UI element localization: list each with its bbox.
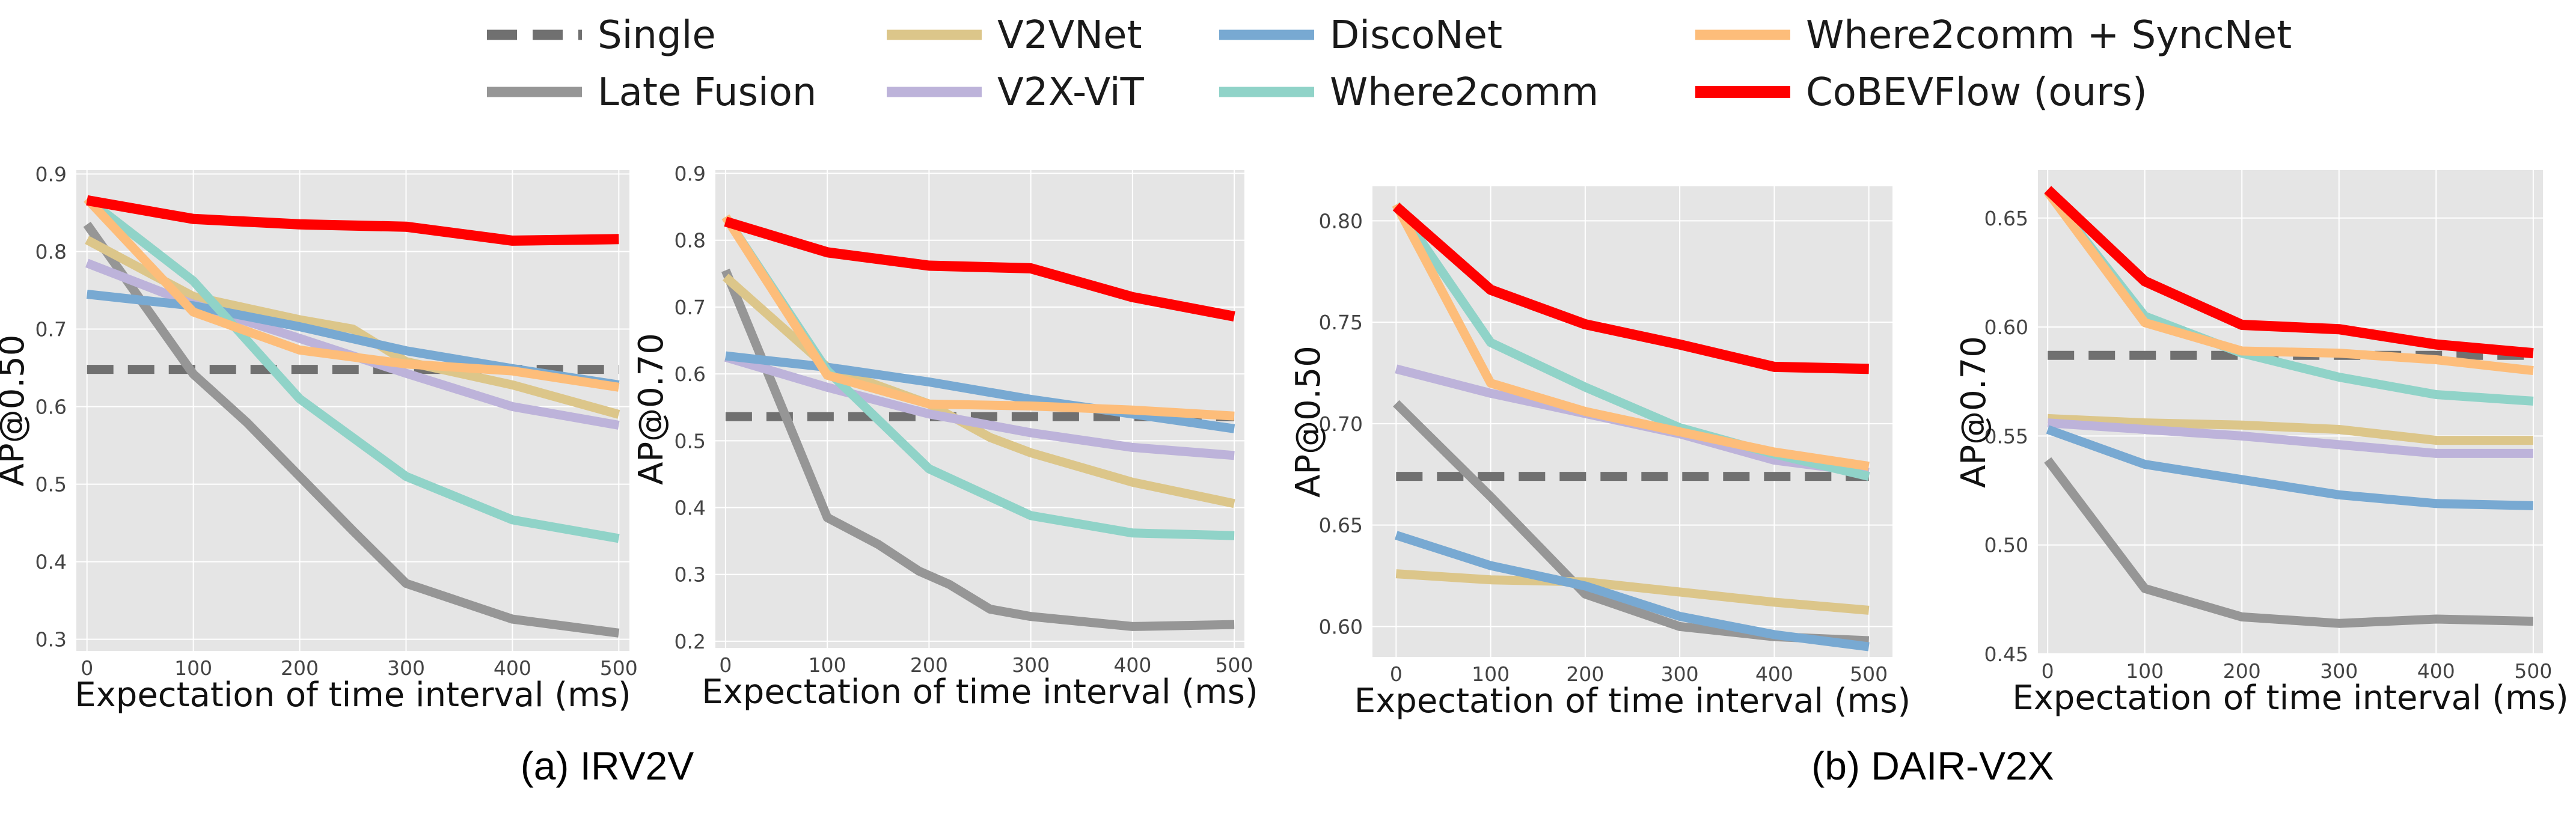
y-tick-label: 0.5 [675,429,706,453]
plot-4: 0 100 200 300 400 500 0.45 0.50 0.55 0.60 0.65 Expe… [1954,170,2569,718]
y-tick-label: 0.8 [35,240,67,263]
x-tick-label: 300 [1661,662,1699,686]
y-tick-label: 0.45 [1984,643,2028,666]
x-tick-label: 500 [1216,653,1253,677]
x-tick-label: 100 [174,656,212,680]
x-tick-label: 100 [809,653,846,677]
legend-label-w2c_sync: Where2comm + SyncNet [1806,13,2292,58]
y-tick-label: 0.2 [675,630,706,653]
x-tick-label: 300 [1012,653,1050,677]
x-tick-label: 0 [719,653,732,677]
series-line-v2xvit [724,353,1235,460]
y-tick-label: 0.3 [35,628,67,652]
y-tick-label: 0.80 [1319,209,1363,233]
x-tick-label: 200 [910,653,948,677]
plots: 0 100 200 300 400 500 0.3 0.4 0.5 0.6 0.7 0.8 0.9 Exp… [0,162,2569,721]
plot-2: 0 100 200 300 400 500 0.2 0.3 0.4 0.5 0.6 0.7 0.8 0.9… [632,162,1258,712]
series-line-w2c_sync [2044,189,2534,376]
y-axis-label: AP@0.70 [632,333,671,485]
x-tick-label: 500 [2514,659,2552,683]
series-line-v2vnet [85,236,620,419]
x-tick-label: 0 [2042,659,2054,683]
series-line-late [83,221,620,638]
y-tick-label: 0.75 [1319,311,1363,334]
y-axis-label: AP@0.50 [0,335,32,487]
x-tick-label: 0 [1390,662,1403,686]
x-tick-label: 100 [1472,662,1510,686]
legend: Single Late Fusion V2VNet V2X-ViT DiscoNet Wh… [487,13,2292,115]
y-tick-label: 0.65 [1984,207,2028,230]
x-axis-label: Expectation of time interval (ms) [75,676,631,715]
plot-1: 0 100 200 300 400 500 0.3 0.4 0.5 0.6 0.7 0.8 0.9 Exp… [0,162,638,715]
series-line-cobevflow [724,216,1235,322]
y-tick-label: 0.55 [1984,424,2028,448]
y-tick-label: 0.3 [675,563,706,587]
legend-label-single: Single [598,13,716,58]
x-tick-label: 100 [2126,659,2164,683]
x-axis-label: Expectation of time interval (ms) [702,673,1258,712]
series-line-v2xvit [2047,418,2533,458]
caption-irv2v: (a) IRV2V [521,743,694,788]
plot-3: 0 100 200 300 400 500 0.60 0.65 0.70 0.75 0.80 Expe… [1289,186,1911,721]
series-line-v2vnet [1395,569,1870,615]
x-tick-label: 500 [1850,662,1888,686]
series-line-late [721,268,1235,631]
y-tick-label: 0.5 [35,473,67,496]
y-tick-label: 0.6 [35,395,67,419]
legend-label-late: Late Fusion [598,70,816,115]
series-line-disconet [1395,531,1870,652]
x-tick-label: 200 [281,656,319,680]
series-line-w2c_sync [84,195,620,392]
x-tick-label: 500 [600,656,638,680]
y-tick-label: 0.50 [1984,534,2028,557]
x-axis-label: Expectation of time interval (ms) [1354,682,1911,721]
y-tick-label: 0.65 [1319,514,1363,537]
y-tick-label: 0.9 [675,162,706,186]
series-line-w2c_sync [1392,202,1870,471]
x-tick-label: 200 [2223,659,2261,683]
series-line-where2comm [84,195,620,543]
legend-label-v2vnet: V2VNet [997,13,1142,58]
series-line-cobevflow [2044,186,2534,359]
series-line-cobevflow [86,195,619,246]
series-line-disconet [725,351,1235,433]
legend-label-cobevflow: CoBEVFlow (ours) [1806,70,2147,115]
y-tick-label: 0.9 [35,162,67,186]
y-tick-label: 0.4 [675,496,706,520]
x-tick-label: 300 [2320,659,2358,683]
series-line-v2vnet [2047,414,2533,445]
x-tick-label: 400 [2417,659,2455,683]
series-line-cobevflow [1392,203,1869,374]
series-line-w2c_sync [721,214,1235,421]
x-tick-label: 300 [387,656,425,680]
x-tick-label: 0 [81,656,93,680]
x-tick-label: 200 [1566,662,1604,686]
x-axis-label: Expectation of time interval (ms) [2012,679,2568,718]
y-axis-label: AP@0.70 [1954,336,1993,488]
y-tick-label: 0.7 [675,296,706,319]
x-tick-label: 400 [494,656,531,680]
y-tick-label: 0.70 [1319,412,1363,436]
x-tick-label: 400 [1113,653,1151,677]
y-tick-label: 0.60 [1319,615,1363,638]
series-line-late [2044,457,2533,628]
legend-label-v2xvit: V2X-ViT [997,70,1145,115]
y-tick-label: 0.4 [35,551,67,574]
x-tick-label: 400 [1755,662,1793,686]
plot-background [2038,170,2543,654]
y-tick-label: 0.60 [1984,316,2028,339]
y-tick-label: 0.7 [35,318,67,341]
series-line-disconet [2046,425,2533,510]
legend-label-disconet: DiscoNet [1330,13,1502,58]
legend-label-where2comm: Where2comm [1330,70,1599,115]
y-axis-label: AP@0.50 [1289,346,1328,498]
y-tick-label: 0.8 [675,229,706,252]
y-tick-label: 0.6 [675,362,706,386]
caption-dair-v2x: (b) DAIR-V2X [1811,743,2054,788]
